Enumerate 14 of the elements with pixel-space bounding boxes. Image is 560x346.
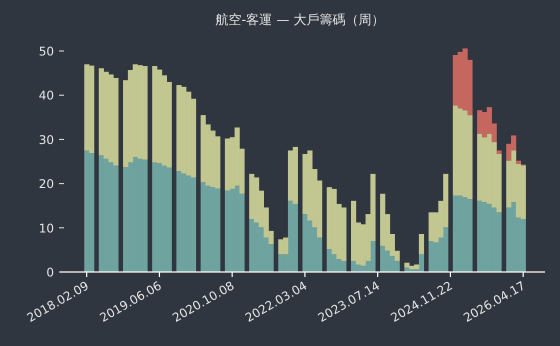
bar	[302, 214, 308, 272]
chart-title: 航空-客運 — 大戶籌碼（周）	[216, 12, 384, 28]
bar	[496, 150, 502, 154]
bar	[351, 260, 356, 272]
y-tick-label: 40	[38, 88, 54, 103]
y-tick-label: 10	[38, 221, 54, 236]
y-tick-label: 30	[38, 132, 54, 147]
bar	[224, 190, 230, 272]
bar	[418, 234, 424, 254]
y-tick-label: 50	[38, 44, 54, 59]
bar	[176, 171, 182, 272]
y-tick-label: 0	[46, 266, 54, 280]
bar	[516, 160, 522, 164]
y-tick-label: 20	[38, 177, 54, 192]
